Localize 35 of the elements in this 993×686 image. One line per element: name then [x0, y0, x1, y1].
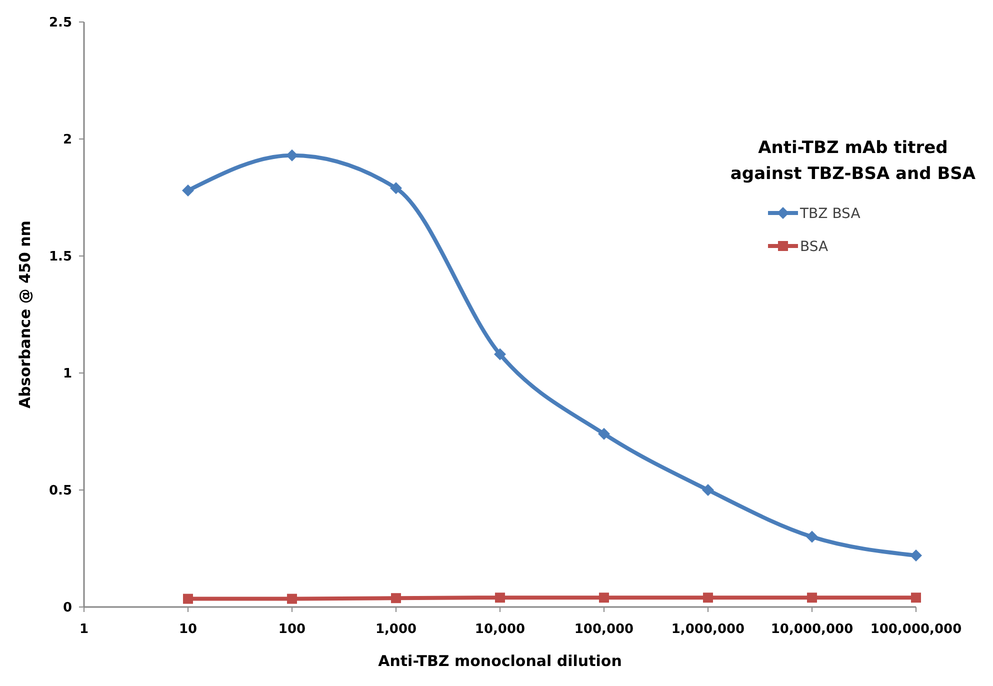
point [703, 592, 713, 603]
y-tick-label: 0.5 [48, 484, 72, 499]
legend-label: TBZ BSA [799, 206, 861, 222]
point [287, 594, 297, 604]
point [598, 428, 610, 440]
point [495, 592, 505, 603]
x-axis-title: Anti-TBZ monoclonal dilution [378, 652, 622, 670]
x-tick-label: 1,000 [375, 622, 417, 637]
legend-label: BSA [800, 238, 829, 255]
y-tick-label: 1.5 [48, 250, 72, 265]
point [183, 594, 193, 604]
x-tick-label: 100,000,000 [870, 622, 962, 637]
x-tick-label: 10,000,000 [770, 622, 854, 637]
point [806, 530, 818, 543]
point [910, 550, 922, 562]
y-tick-label: 1 [62, 366, 72, 382]
point [599, 592, 609, 603]
y-tick-label: 2.5 [48, 16, 72, 31]
x-tick-label: 10,000 [474, 622, 526, 637]
x-tick-label: 1 [79, 622, 89, 637]
point [807, 592, 817, 603]
point [390, 182, 402, 194]
y-axis-title: Absorbance @ 450 nm [16, 220, 34, 408]
point [911, 592, 921, 603]
x-tick-label: 1,000,000 [671, 622, 745, 637]
y-tick-label: 2 [62, 132, 72, 148]
x-tick-label: 10 [178, 622, 198, 637]
y-tick-label: 0 [62, 600, 72, 616]
x-tick-label: 100,000 [574, 622, 634, 637]
point [391, 593, 401, 604]
x-tick-label: 100 [278, 622, 306, 637]
legend-title: Anti-TBZ mAb titred against TBZ-BSA and BSA [730, 138, 976, 184]
point [182, 184, 194, 196]
point [702, 484, 714, 496]
point [494, 348, 506, 360]
